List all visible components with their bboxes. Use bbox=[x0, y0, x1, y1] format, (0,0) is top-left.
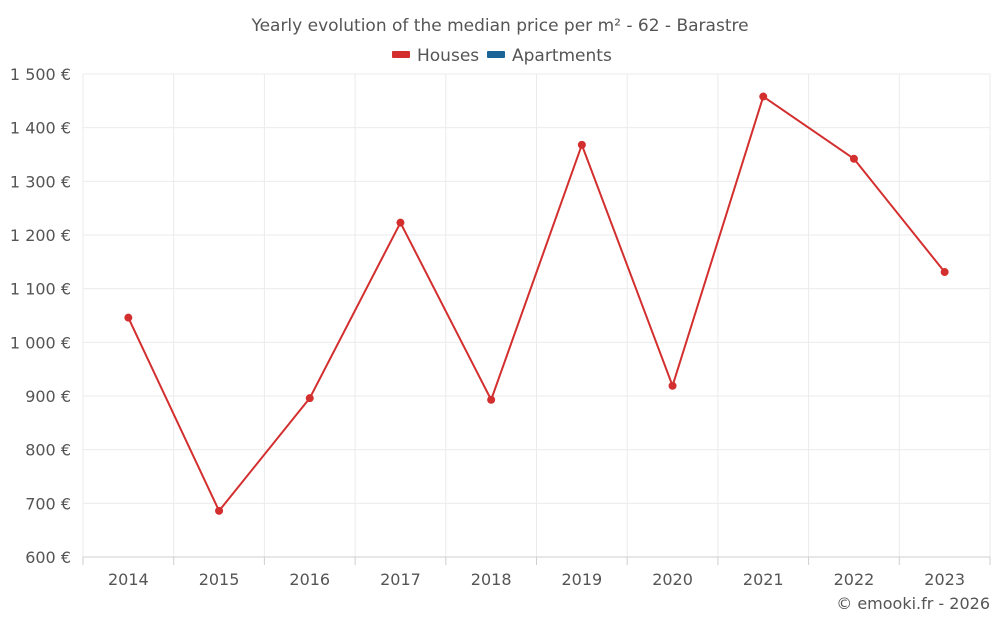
series-line-houses bbox=[127, 95, 946, 512]
series-houses bbox=[124, 92, 949, 515]
data-point-houses-2014[interactable] bbox=[124, 313, 133, 322]
x-tick-label: 2015 bbox=[199, 570, 240, 589]
data-point-houses-2015[interactable] bbox=[215, 506, 224, 515]
data-point-houses-2019[interactable] bbox=[577, 140, 586, 149]
legend: Houses Apartments bbox=[392, 46, 612, 66]
x-tick-label: 2018 bbox=[471, 570, 512, 589]
y-tick-label: 600 € bbox=[25, 548, 71, 567]
credit-text: © emooki.fr - 2026 bbox=[836, 594, 990, 613]
x-axis: 2014 2015 2016 2017 2018 2019 2020 2021 2022 2023 bbox=[82, 556, 991, 589]
y-tick-label: 1 100 € bbox=[10, 280, 71, 299]
data-point-houses-2020[interactable] bbox=[668, 381, 677, 390]
data-point-houses-2022[interactable] bbox=[849, 154, 858, 163]
x-tick-label: 2016 bbox=[289, 570, 330, 589]
x-tick-label: 2017 bbox=[380, 570, 421, 589]
data-point-houses-2018[interactable] bbox=[487, 395, 496, 404]
legend-item-houses[interactable]: Houses bbox=[392, 46, 479, 66]
data-point-houses-2017[interactable] bbox=[396, 218, 405, 227]
y-tick-label: 1 300 € bbox=[10, 172, 71, 191]
x-tick-label: 2020 bbox=[652, 570, 693, 589]
chart-title: Yearly evolution of the median price per… bbox=[250, 16, 748, 36]
x-tick-label: 2021 bbox=[743, 570, 784, 589]
data-point-houses-2016[interactable] bbox=[305, 394, 314, 403]
legend-swatch-apartments bbox=[487, 51, 505, 58]
legend-swatch-houses bbox=[392, 51, 410, 58]
grid bbox=[82, 73, 991, 557]
y-tick-label: 1 500 € bbox=[10, 65, 71, 84]
legend-label-apartments: Apartments bbox=[512, 46, 612, 66]
y-tick-label: 1 400 € bbox=[10, 119, 71, 138]
y-axis: 600 € 700 € 800 € 900 € 1 000 € 1 100 € 1 200 … bbox=[10, 65, 71, 567]
legend-item-apartments[interactable]: Apartments bbox=[487, 46, 612, 66]
x-tick-label: 2022 bbox=[834, 570, 875, 589]
y-tick-label: 1 200 € bbox=[10, 226, 71, 245]
data-point-houses-2021[interactable] bbox=[759, 92, 768, 101]
y-tick-label: 1 000 € bbox=[10, 333, 71, 352]
x-tick-label: 2014 bbox=[108, 570, 149, 589]
y-tick-label: 700 € bbox=[25, 494, 71, 513]
legend-label-houses: Houses bbox=[417, 46, 479, 66]
x-tick-label: 2019 bbox=[561, 570, 602, 589]
y-tick-label: 800 € bbox=[25, 441, 71, 460]
data-point-houses-2023[interactable] bbox=[940, 268, 949, 277]
x-tick-label: 2023 bbox=[924, 570, 965, 589]
y-tick-label: 900 € bbox=[25, 387, 71, 406]
